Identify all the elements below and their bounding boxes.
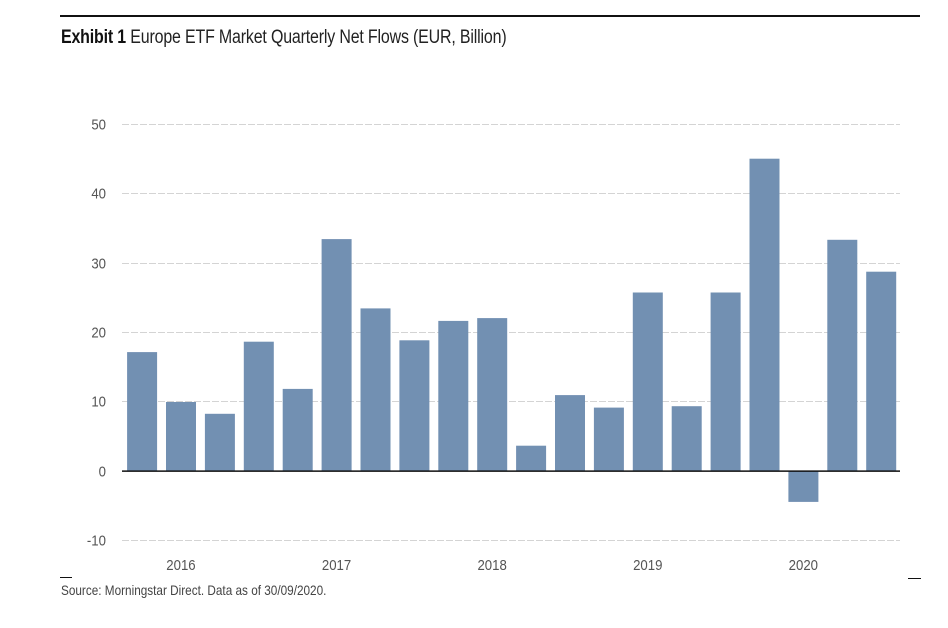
bar-q2-2020 <box>827 239 858 471</box>
x-tick-label: 2018 <box>477 556 506 573</box>
gridlines <box>122 124 900 541</box>
bar-q1-2017 <box>321 239 352 471</box>
bar-q4-2015 <box>127 352 158 471</box>
bar-q2-2018 <box>516 445 547 471</box>
x-tick-label: 2017 <box>322 556 351 573</box>
bar-q1-2018 <box>477 318 508 471</box>
y-tick-label: 10 <box>91 393 106 410</box>
chart-title: Exhibit 1 Europe ETF Market Quarterly Ne… <box>61 27 507 49</box>
x-tick-label: 2019 <box>633 556 662 573</box>
y-tick-label: 40 <box>91 185 106 202</box>
top-rule <box>60 15 920 17</box>
bar-q3-2017 <box>399 340 430 471</box>
y-tick-label: 50 <box>91 116 106 133</box>
exhibit-label: Exhibit 1 <box>61 27 127 48</box>
y-tick-label: -10 <box>87 532 106 549</box>
x-axis-ticks: 2016 2017 2018 2019 2020 <box>166 556 818 573</box>
bar-q1-2016 <box>166 402 196 471</box>
y-tick-label: 0 <box>99 463 106 480</box>
bar-q3-2020 <box>866 271 897 471</box>
bar-q2-2019 <box>671 406 702 471</box>
bar-q2-2017 <box>360 308 391 471</box>
footnote-rule-right <box>908 578 921 579</box>
title-text: Europe ETF Market Quarterly Net Flows (E… <box>130 27 507 48</box>
y-axis-ticks: -10 0 10 20 30 40 50 <box>87 116 106 549</box>
bar-q3-2019 <box>710 292 741 471</box>
bar-q4-2019 <box>749 158 780 471</box>
bar-q4-2018 <box>593 407 624 471</box>
bar-q1-2019 <box>632 292 663 471</box>
bar-q3-2016 <box>243 341 274 471</box>
bar-q4-2016 <box>282 388 313 471</box>
source-note: Source: Morningstar Direct. Data as of 3… <box>61 582 327 598</box>
bar-q4-2017 <box>438 320 469 471</box>
x-tick-label: 2020 <box>789 556 818 573</box>
footnote-rule-left <box>60 577 72 578</box>
bar-q1-2020 <box>788 470 819 502</box>
bar-q2-2016 <box>204 413 235 471</box>
y-tick-label: 30 <box>91 255 106 272</box>
bars <box>127 158 897 502</box>
x-tick-label: 2016 <box>166 556 195 573</box>
bar-q3-2018 <box>555 395 585 471</box>
y-tick-label: 20 <box>91 324 106 341</box>
